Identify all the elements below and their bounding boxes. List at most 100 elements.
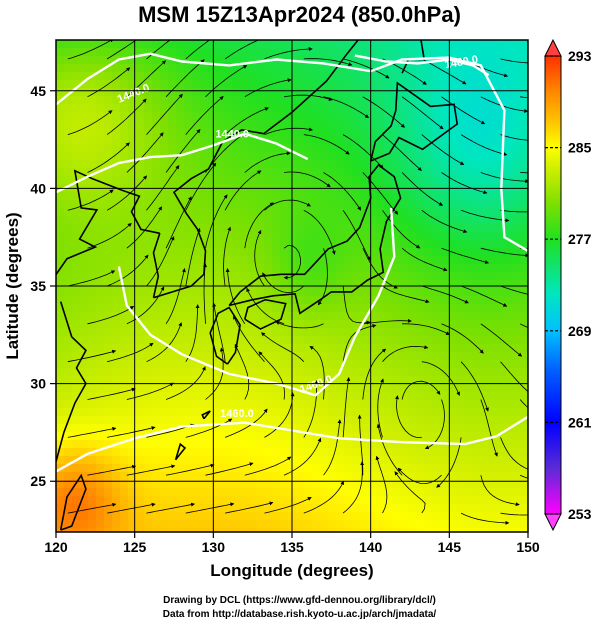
field-cell <box>104 56 113 65</box>
field-cell <box>408 48 417 57</box>
field-cell <box>296 216 305 225</box>
field-cell <box>472 336 481 345</box>
field-cell <box>480 320 489 329</box>
field-cell <box>240 304 249 313</box>
streamline <box>401 96 444 130</box>
field-cell <box>464 288 473 297</box>
field-cell <box>312 448 321 457</box>
field-cell <box>296 296 305 305</box>
field-cell <box>488 448 497 457</box>
field-cell <box>224 312 233 321</box>
field-cell <box>200 440 209 449</box>
field-cell <box>296 320 305 329</box>
field-cell <box>328 104 337 113</box>
field-cell <box>152 80 161 89</box>
field-cell <box>216 176 225 185</box>
field-cell <box>368 416 377 425</box>
field-cell <box>208 288 217 297</box>
streamline <box>185 227 201 287</box>
field-cell <box>120 200 129 209</box>
field-cell <box>488 360 497 369</box>
field-cell <box>264 192 273 201</box>
field-cell <box>152 248 161 257</box>
field-cell <box>464 40 473 49</box>
field-cell <box>184 80 193 89</box>
field-cell <box>96 224 105 233</box>
field-cell <box>280 464 289 473</box>
field-cell <box>304 120 313 129</box>
field-cell <box>496 320 505 329</box>
field-cell <box>256 168 265 177</box>
field-cell <box>320 456 329 465</box>
field-cell <box>472 320 481 329</box>
field-cell <box>520 312 528 321</box>
field-cell <box>296 416 305 425</box>
field-cell <box>304 472 313 481</box>
field-cell <box>136 304 145 313</box>
field-cell <box>384 272 393 281</box>
field-cell <box>480 368 489 377</box>
field-cell <box>72 272 81 281</box>
field-cell <box>320 488 329 497</box>
field-cell <box>176 232 185 241</box>
field-cell <box>392 40 401 49</box>
field-cell <box>120 80 129 89</box>
field-cell <box>320 72 329 81</box>
field-cell <box>296 288 305 297</box>
field-cell <box>440 64 449 73</box>
field-cell <box>136 232 145 241</box>
field-cell <box>200 120 209 129</box>
field-cell <box>144 72 153 81</box>
field-cell <box>312 264 321 273</box>
field-cell <box>208 144 217 153</box>
field-cell <box>488 480 497 489</box>
field-cell <box>512 520 521 529</box>
field-cell <box>248 312 257 321</box>
field-cell <box>72 88 81 97</box>
streamline <box>87 67 131 98</box>
field-cell <box>352 528 361 532</box>
field-cell <box>224 160 233 169</box>
streamline <box>264 497 312 514</box>
field-cell <box>208 72 217 81</box>
field-cell <box>336 432 345 441</box>
field-cell <box>72 232 81 241</box>
field-cell <box>504 280 513 289</box>
field-cell <box>96 520 105 529</box>
field-cell <box>320 320 329 329</box>
streamline <box>303 134 350 155</box>
field-cell <box>400 360 409 369</box>
field-cell <box>56 256 65 265</box>
field-cell <box>472 40 481 49</box>
field-cell <box>192 232 201 241</box>
field-cell <box>448 104 457 113</box>
field-cell <box>472 352 481 361</box>
field-cell <box>96 112 105 121</box>
field-cell <box>384 64 393 73</box>
field-cell <box>312 288 321 297</box>
field-cell <box>224 512 233 521</box>
field-cell <box>512 504 521 513</box>
field-cell <box>64 232 73 241</box>
field-cell <box>72 368 81 377</box>
field-cell <box>152 112 161 121</box>
field-cell <box>344 272 353 281</box>
field-cell <box>248 112 257 121</box>
field-cell <box>120 392 129 401</box>
field-cell <box>264 128 273 137</box>
field-cell <box>192 104 201 113</box>
field-cell <box>392 488 401 497</box>
field-cell <box>200 112 209 121</box>
field-cell <box>272 256 281 265</box>
field-cell <box>360 456 369 465</box>
field-cell <box>160 280 169 289</box>
field-cell <box>176 192 185 201</box>
streamline <box>264 47 313 60</box>
y-tick-label: 45 <box>30 83 46 99</box>
field-cell <box>488 112 497 121</box>
field-cell <box>312 88 321 97</box>
field-cell <box>336 40 345 49</box>
field-cell <box>152 512 161 521</box>
contour-label: 1440.0 <box>215 129 249 141</box>
field-cell <box>160 192 169 201</box>
